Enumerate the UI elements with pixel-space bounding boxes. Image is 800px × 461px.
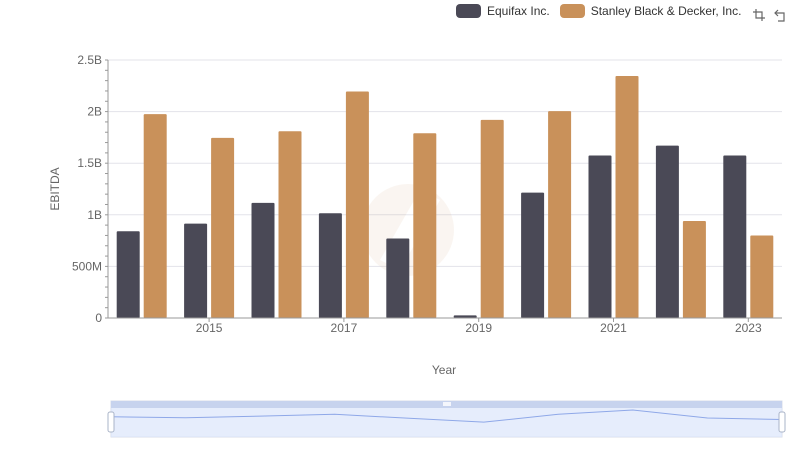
bar-stanley-2018[interactable]: [413, 133, 437, 318]
bars: [116, 75, 774, 319]
box-zoom-icon[interactable]: [750, 6, 768, 24]
x-tick-label: 2015: [196, 321, 223, 335]
legend-swatch-equifax: [456, 4, 481, 18]
y-tick-label: 0: [95, 311, 102, 325]
bar-equifax-2023[interactable]: [723, 155, 747, 318]
slider-handle-right[interactable]: [778, 411, 786, 433]
y-tick-label: 2.5B: [77, 53, 102, 67]
legend: Equifax Inc. Stanley Black & Decker, Inc…: [456, 4, 751, 18]
bar-equifax-2021[interactable]: [588, 155, 612, 318]
chart-toolbar: [746, 6, 790, 24]
y-tick-label: 1B: [87, 208, 102, 222]
x-tick-label: 2017: [331, 321, 358, 335]
y-tick-label: 1.5B: [77, 156, 102, 170]
grid-lines: [108, 59, 782, 319]
bar-stanley-2014[interactable]: [143, 114, 167, 319]
bar-equifax-2015[interactable]: [184, 223, 208, 318]
bar-stanley-2017[interactable]: [345, 91, 369, 318]
y-axis: 0 500M 1B 1.5B 2B 2.5B: [72, 53, 109, 325]
x-tick-label: 2023: [735, 321, 762, 335]
bar-stanley-2019[interactable]: [480, 119, 504, 318]
bar-equifax-2019[interactable]: [453, 315, 477, 318]
y-tick-label: 2B: [87, 105, 102, 119]
x-tick-label: 2021: [600, 321, 627, 335]
slider-center-grip[interactable]: [443, 402, 451, 406]
legend-item-stanley[interactable]: Stanley Black & Decker, Inc.: [559, 4, 742, 18]
slider-handle-left[interactable]: [107, 411, 115, 433]
x-axis: 2015 2017 2019 2021 2023: [108, 317, 782, 335]
range-slider[interactable]: [107, 400, 786, 438]
zoom-reset-icon[interactable]: [772, 6, 790, 24]
legend-label-equifax: Equifax Inc.: [487, 4, 550, 18]
legend-label-stanley: Stanley Black & Decker, Inc.: [590, 4, 742, 18]
bar-stanley-2023[interactable]: [750, 235, 774, 318]
bar-equifax-2020[interactable]: [521, 192, 545, 318]
slider-preview-line: [110, 409, 783, 423]
bar-stanley-2021[interactable]: [615, 75, 639, 318]
y-axis-label: EBITDA: [48, 167, 62, 210]
bar-equifax-2016[interactable]: [251, 202, 275, 318]
bar-stanley-2022[interactable]: [682, 220, 706, 318]
bar-equifax-2017[interactable]: [318, 213, 342, 318]
y-tick-label: 500M: [72, 259, 102, 273]
bar-equifax-2014[interactable]: [116, 231, 140, 318]
x-axis-label: Year: [432, 363, 456, 377]
bar-stanley-2020[interactable]: [548, 111, 572, 318]
bar-stanley-2016[interactable]: [278, 131, 302, 318]
bar-equifax-2022[interactable]: [655, 145, 679, 318]
legend-swatch-stanley: [559, 4, 585, 18]
bar-stanley-2015[interactable]: [211, 137, 235, 318]
legend-item-equifax[interactable]: Equifax Inc.: [456, 4, 550, 18]
x-tick-label: 2019: [465, 321, 492, 335]
bar-equifax-2018[interactable]: [386, 238, 410, 318]
